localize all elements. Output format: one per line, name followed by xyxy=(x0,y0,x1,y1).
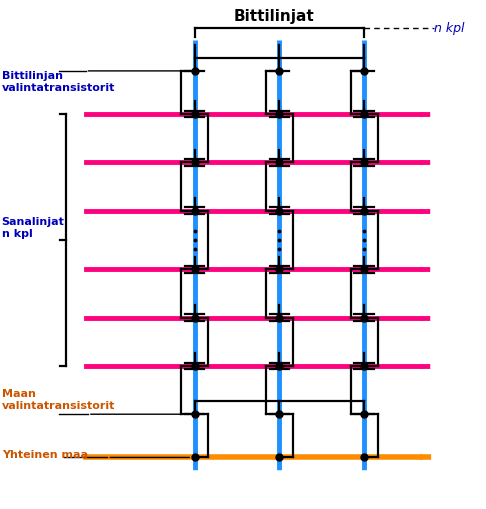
Text: Yhteinen maa: Yhteinen maa xyxy=(1,449,87,459)
Text: Maan
valintatransistorit: Maan valintatransistorit xyxy=(1,388,115,410)
Text: n kpl: n kpl xyxy=(434,22,465,35)
Text: Bittilinjan
valintatransistorit: Bittilinjan valintatransistorit xyxy=(1,71,115,93)
Text: Sanalinjat
n kpl: Sanalinjat n kpl xyxy=(1,217,65,239)
Text: Bittilinjat: Bittilinjat xyxy=(234,9,315,23)
